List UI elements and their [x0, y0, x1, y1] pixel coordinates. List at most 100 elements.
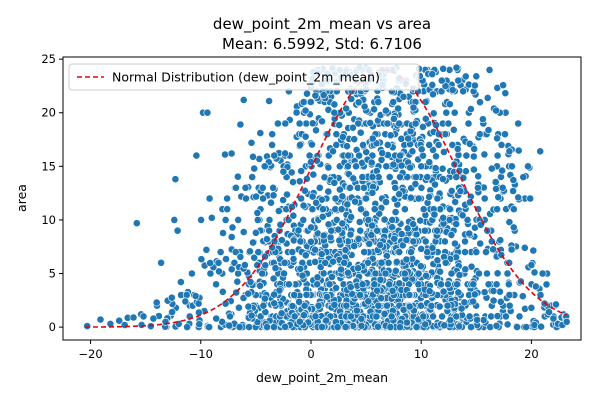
- scatter-point: [357, 321, 366, 330]
- scatter-point: [289, 211, 298, 220]
- scatter-point: [295, 119, 304, 128]
- scatter-point: [492, 106, 500, 115]
- scatter-point: [505, 301, 514, 310]
- scatter-point: [305, 151, 314, 160]
- scatter-point: [399, 92, 408, 101]
- scatter-point: [207, 213, 216, 222]
- scatter-point: [521, 304, 529, 313]
- scatter-point: [351, 197, 359, 206]
- scatter-point: [258, 269, 267, 278]
- scatter-point: [456, 187, 465, 196]
- scatter-point: [417, 244, 426, 253]
- scatter-point: [433, 194, 442, 203]
- scatter-point: [383, 119, 392, 128]
- scatter-point: [349, 174, 358, 183]
- scatter-point: [256, 129, 265, 137]
- scatter-point: [437, 280, 445, 289]
- scatter-point: [476, 239, 485, 248]
- scatter-point: [475, 269, 483, 278]
- scatter-point: [474, 205, 483, 214]
- scatter-point: [514, 146, 523, 155]
- normal-distribution-curve: [85, 69, 568, 328]
- scatter-point: [449, 125, 458, 134]
- scatter-point: [480, 194, 489, 203]
- scatter-point: [231, 248, 240, 256]
- scatter-point: [491, 178, 500, 186]
- scatter-point: [152, 298, 161, 307]
- scatter-point: [552, 300, 560, 309]
- scatter-point: [294, 226, 303, 235]
- legend-box: [68, 63, 420, 91]
- scatter-point: [489, 296, 498, 305]
- scatter-point: [312, 126, 320, 135]
- scatter-point: [330, 108, 339, 117]
- scatter-point: [197, 215, 205, 224]
- scatter-point: [265, 226, 273, 235]
- scatter-point: [392, 257, 401, 266]
- scatter-point: [538, 269, 547, 278]
- scatter-point: [381, 269, 390, 278]
- scatter-point: [341, 323, 350, 331]
- scatter-point: [346, 230, 355, 239]
- scatter-point: [476, 98, 484, 107]
- scatter-point: [83, 322, 92, 330]
- scatter-point: [509, 205, 518, 214]
- scatter-point: [374, 98, 383, 106]
- scatter-point: [247, 138, 256, 147]
- scatter-point: [370, 205, 379, 214]
- scatter-point: [445, 66, 454, 74]
- scatter-point: [258, 183, 267, 192]
- scatter-point: [414, 280, 423, 289]
- scatter-point: [483, 94, 492, 102]
- scatter-point: [371, 269, 380, 278]
- scatter-point: [363, 258, 372, 267]
- scatter-point: [301, 132, 310, 141]
- scatter-point: [289, 236, 298, 245]
- scatter-point: [395, 248, 404, 256]
- scatter-point: [249, 152, 257, 161]
- scatter-point: [397, 161, 406, 170]
- scatter-point: [436, 267, 444, 276]
- scatter-point: [242, 194, 250, 203]
- scatter-point: [321, 258, 330, 267]
- scatter-point: [332, 140, 341, 149]
- scatter-point: [439, 64, 448, 73]
- scatter-point: [374, 301, 383, 310]
- scatter-point: [227, 265, 236, 274]
- scatter-point: [450, 108, 459, 117]
- scatter-point: [390, 234, 399, 243]
- scatter-point: [347, 312, 355, 321]
- scatter-point: [368, 173, 377, 181]
- scatter-point: [472, 248, 481, 256]
- scatter-point: [447, 230, 456, 239]
- scatter-point: [429, 90, 437, 99]
- scatter-point: [350, 242, 359, 250]
- scatter-point: [513, 323, 521, 331]
- scatter-point: [313, 273, 322, 282]
- scatter-point: [461, 237, 469, 246]
- scatter-point: [391, 266, 400, 275]
- scatter-point: [259, 301, 268, 310]
- x-axis: −20 −10 0 10 20: [78, 340, 539, 361]
- scatter-point: [429, 109, 438, 118]
- scatter-point: [357, 205, 365, 214]
- scatter-point: [338, 192, 347, 201]
- scatter-point: [384, 258, 393, 267]
- x-tick-label: 0: [307, 347, 314, 361]
- scatter-point: [234, 303, 243, 312]
- scatter-point: [337, 205, 346, 214]
- scatter-point: [446, 205, 454, 214]
- scatter-point: [431, 180, 439, 189]
- scatter-point: [354, 98, 363, 107]
- scatter-point: [300, 186, 309, 195]
- scatter-point: [406, 193, 415, 202]
- scatter-point: [300, 301, 309, 310]
- scatter-point: [440, 321, 449, 330]
- scatter-point: [509, 187, 517, 195]
- scatter-point: [246, 277, 255, 286]
- scatter-point: [428, 244, 437, 252]
- scatter-point: [423, 173, 432, 181]
- scatter-point: [493, 134, 501, 143]
- scatter-point: [324, 187, 333, 196]
- scatter-point: [342, 301, 351, 310]
